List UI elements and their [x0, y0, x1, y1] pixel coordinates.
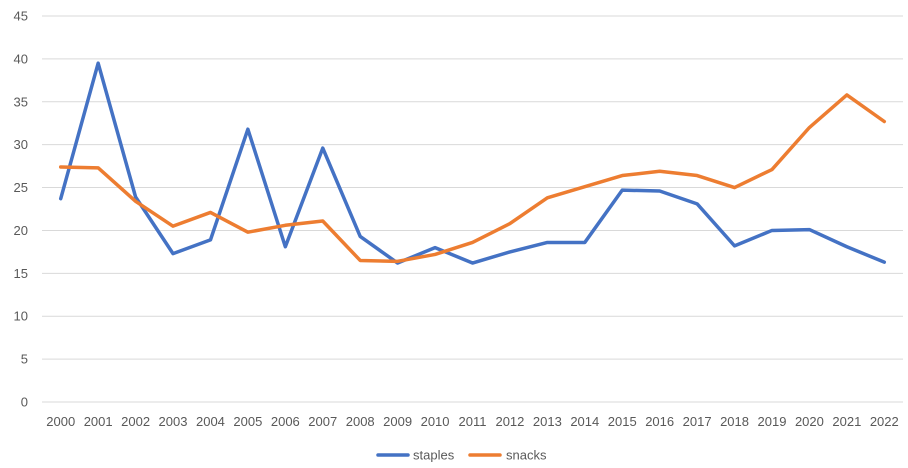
x-tick-label: 2016: [645, 414, 674, 429]
x-tick-label: 2014: [570, 414, 599, 429]
x-tick-label: 2006: [271, 414, 300, 429]
x-tick-label: 2011: [459, 414, 487, 429]
x-tick-label: 2008: [346, 414, 375, 429]
series-lines: [58, 61, 887, 265]
x-tick-label: 2015: [608, 414, 637, 429]
x-tick-label: 2019: [758, 414, 787, 429]
y-tick-label: 30: [14, 137, 28, 152]
legend: staples snacks: [376, 448, 547, 463]
y-tick-label: 40: [14, 51, 28, 66]
y-tick-label: 0: [21, 395, 28, 410]
x-tick-label: 2017: [683, 414, 712, 429]
y-tick-label: 25: [14, 180, 28, 195]
x-tick-label: 2005: [233, 414, 262, 429]
series-line-staples: [58, 61, 887, 265]
x-tick-label: 2001: [84, 414, 113, 429]
x-tick-label: 2007: [308, 414, 337, 429]
x-tick-label: 2003: [159, 414, 188, 429]
x-tick-label: 2000: [46, 414, 75, 429]
x-tick-label: 2022: [870, 414, 899, 429]
x-tick-label: 2018: [720, 414, 749, 429]
x-tick-label: 2010: [421, 414, 450, 429]
x-tick-label: 2002: [121, 414, 150, 429]
x-tick-label: 2020: [795, 414, 824, 429]
grid-lines: [42, 15, 903, 403]
x-tick-label: 2004: [196, 414, 225, 429]
x-tick-label: 2009: [383, 414, 412, 429]
x-tick-label: 2013: [533, 414, 562, 429]
x-axis-tick-labels: 2000 2001 2002 2003 2004 2005 2006 2007 2008 2009…: [46, 414, 898, 429]
legend-label-snacks: snacks: [506, 448, 547, 463]
y-tick-label: 10: [14, 309, 28, 324]
y-axis-tick-labels: 0 5 10 15 20 25 30 35 40 45: [14, 9, 28, 410]
series-line-snacks: [58, 93, 887, 264]
y-tick-label: 45: [14, 9, 28, 24]
x-tick-label: 2021: [832, 414, 861, 429]
y-tick-label: 5: [21, 352, 28, 367]
legend-label-staples: staples: [413, 448, 455, 463]
y-tick-label: 20: [14, 223, 28, 238]
y-tick-label: 35: [14, 94, 28, 109]
y-tick-label: 15: [14, 266, 28, 281]
x-tick-label: 2012: [495, 414, 524, 429]
